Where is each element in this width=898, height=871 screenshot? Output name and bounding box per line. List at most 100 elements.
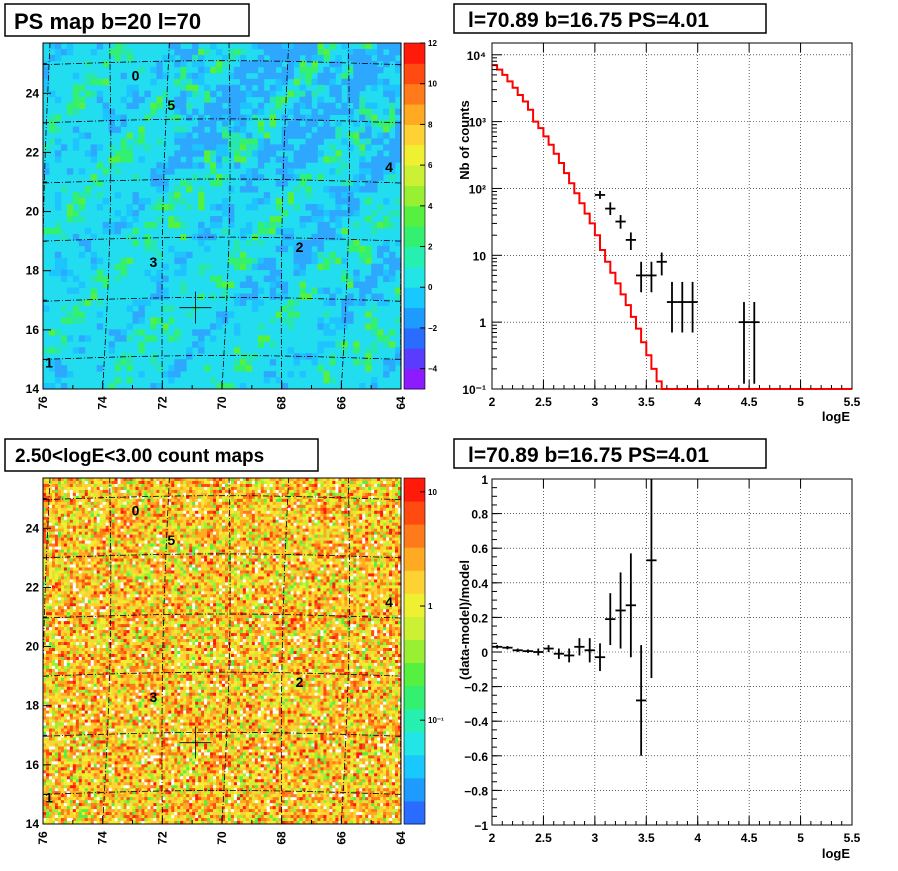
spectrum-data-point [594,190,606,199]
count-map-position-marker [179,726,212,759]
ps-map-title: PS map b=20 l=70 [14,9,201,34]
longitude-grid-line [102,478,112,824]
spectrum-model-histogram [492,64,852,390]
x-tick-label: 5.5 [844,831,861,845]
spectrum-data-point [605,202,616,216]
spectrum-axes: 2 2.5 3 3.5 4 4.5 5 5.5 10⁴ 10³ 10² 10 1 10⁻¹ [462,43,861,409]
x-tick-label: 74 [96,396,110,410]
latitude-grid-line [43,118,401,124]
colorbar-frame [403,42,426,390]
colorbar-segment [404,307,425,329]
source-label: 3 [149,254,157,270]
colorbar-segment [404,524,425,548]
spectrum-title-box [453,3,767,34]
colorbar-segment [404,570,425,594]
x-tick-label: 2 [489,395,496,409]
colorbar-segment [404,43,425,64]
y-tick-label: 18 [26,699,40,713]
colorbar-tick-label: 10⁻¹ [428,716,444,725]
y-tick-label: −0.6 [464,750,488,764]
y-tick-label: 24 [26,521,40,535]
colorbar-segment [404,777,425,802]
spectrum-data-point [656,252,667,276]
x-tick-label: 76 [36,831,50,845]
longitude-grid-line [102,43,112,389]
colorbar-segment [404,266,425,288]
colorbar-segment [404,478,425,502]
latitude-grid-line [43,296,401,302]
spectrum-data-point [749,302,760,384]
x-tick-label: 2.5 [535,831,552,845]
ps-map-grid [43,43,469,389]
x-tick-label: 70 [215,396,229,410]
colorbar-tick-label: 1 [428,602,433,611]
spectrum-data-point [636,261,647,293]
residual-data-point [574,638,585,656]
x-tick-label: 76 [36,396,50,410]
colorbar-segment [404,368,425,390]
x-tick-label: 3.5 [638,395,655,409]
latitude-grid-line [43,178,401,184]
longitude-grid-line [280,43,290,389]
residual-data-point [522,649,534,653]
ps-map-title-box [4,3,250,37]
y-tick-label: 18 [26,264,40,278]
y-tick-label: −1 [474,819,488,833]
latitude-grid-line [43,613,401,619]
latitude-grid-line [43,236,401,242]
x-tick-label: 74 [96,831,110,845]
y-tick-label: 0.8 [471,508,488,522]
residual-data-point [553,648,564,659]
x-tick-label: 68 [275,396,289,410]
longitude-grid-line [161,478,170,824]
residual-title: l=70.89 b=16.75 PS=4.01 [468,444,709,467]
spectrum-data-points [594,190,760,384]
y-tick-label: 0.6 [471,542,488,556]
y-tick-label: 24 [26,86,40,100]
colorbar-segment [404,226,425,248]
spectrum-panel: l=70.89 b=16.75 PS=4.01 2 2.5 3 3.5 4 4.5 5 5.5… [453,3,861,424]
y-tick-label: 16 [26,323,40,337]
source-label: 5 [167,97,175,113]
spectrum-title: l=70.89 b=16.75 PS=4.01 [468,9,709,32]
y-tick-label: 10³ [469,116,486,130]
colorbar-segment [404,731,425,756]
source-label: 5 [167,532,175,548]
colorbar-segment [404,287,425,309]
colorbar-segment [404,639,425,664]
residual-panel: l=70.89 b=16.75 PS=4.01 2 2.5 3 3.5 4 4.5 5 5.5… [453,438,861,861]
spectrum-data-point [666,281,678,333]
ps-map-sources: 0 5 4 2 3 1 [45,68,393,371]
x-tick-label: 64 [394,396,408,410]
residual-y-axis-label: (data-model)/model [457,560,472,680]
residual-data-point [646,479,657,678]
colorbar-segment [404,124,425,146]
latitude-grid-line [43,671,401,677]
colorbar-tick-label: 10 [428,488,437,497]
source-label: 1 [45,789,53,805]
colorbar-segment [404,63,425,85]
colorbar-tick-label: 0 [428,283,433,292]
x-tick-label: 4.5 [741,395,758,409]
y-tick-label: 16 [26,758,40,772]
count-map-title-box [4,438,319,472]
x-tick-label: 64 [394,831,408,845]
colorbar-segment [404,144,425,166]
y-tick-label: 20 [26,205,40,219]
longitude-grid-line [280,478,290,824]
x-tick-label: 3.5 [638,831,655,845]
spectrum-data-point [738,302,750,384]
longitude-grid-line [161,43,170,389]
colorbar-segment [404,185,425,207]
residual-data-point [605,593,616,646]
spectrum-data-point [625,232,636,251]
y-tick-label: 22 [26,145,40,159]
colorbar-tick-label: 10 [428,80,437,89]
residual-data-point [564,648,575,663]
source-label: 1 [45,354,53,370]
latitude-grid-line [43,60,401,66]
spectrum-grid [492,43,852,389]
longitude-grid-line [461,43,469,389]
